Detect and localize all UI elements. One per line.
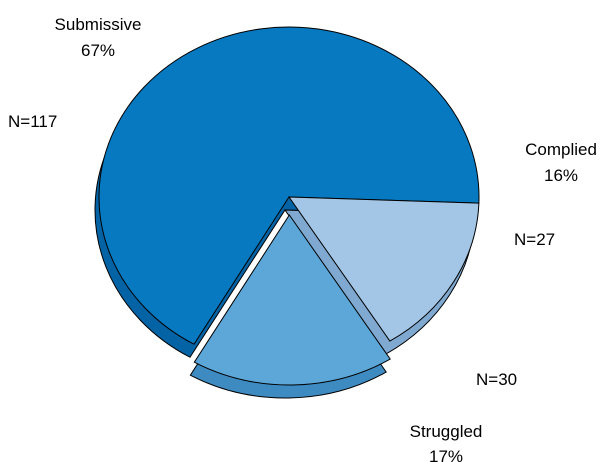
- label-submissive-count: N=117: [8, 112, 57, 131]
- label-struggled-name: Struggled: [410, 422, 483, 441]
- label-complied-count: N=27: [514, 230, 555, 249]
- slice-complied: [288, 196, 480, 342]
- label-struggled-count: N=30: [476, 370, 517, 389]
- label-submissive-name: Submissive: [55, 15, 142, 34]
- label-submissive-percent: 67%: [81, 41, 115, 60]
- label-struggled-percent: 17%: [429, 447, 463, 462]
- slice-submissive: [98, 26, 480, 345]
- label-complied-percent: 16%: [544, 166, 578, 185]
- label-complied-name: Complied: [525, 140, 597, 159]
- slice-struggled: [193, 214, 391, 386]
- slice-tops: [98, 26, 480, 386]
